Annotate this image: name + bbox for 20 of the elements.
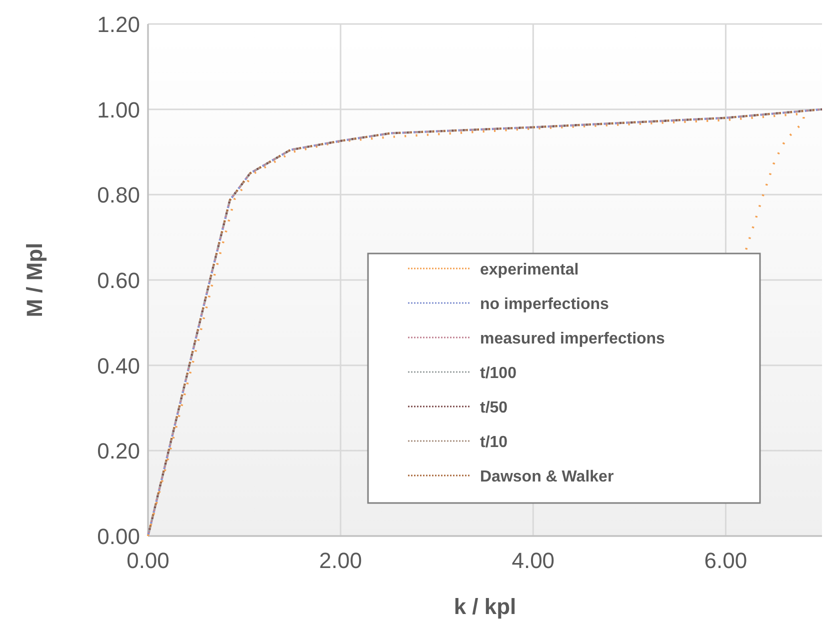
- y-tick-label: 1.20: [97, 12, 140, 37]
- y-axis-title: M / Mpl: [22, 242, 47, 318]
- legend-label: Dawson & Walker: [480, 468, 614, 486]
- x-tick-label: 2.00: [319, 548, 362, 573]
- y-tick-label: 0.80: [97, 182, 140, 208]
- y-tick-label: 0.20: [97, 438, 140, 464]
- x-tick-label: 4.00: [512, 548, 555, 573]
- y-tick-label: 0.40: [97, 353, 140, 378]
- legend-label: experimental: [480, 262, 579, 278]
- x-tick-label: 0.00: [126, 548, 170, 573]
- legend-label: t/100: [480, 365, 517, 382]
- x-axis-title: k / kpl: [454, 594, 516, 619]
- legend-label: measured imperfections: [480, 330, 666, 348]
- x-tick-label: 6.00: [704, 548, 748, 573]
- legend-label: t/50: [480, 400, 508, 416]
- y-tick-label: 0.00: [97, 524, 140, 549]
- y-tick-label: 0.60: [97, 268, 140, 293]
- legend-label: no imperfections: [480, 296, 610, 313]
- y-tick-label: 1.00: [97, 97, 140, 122]
- legend-label: t/10: [480, 434, 508, 451]
